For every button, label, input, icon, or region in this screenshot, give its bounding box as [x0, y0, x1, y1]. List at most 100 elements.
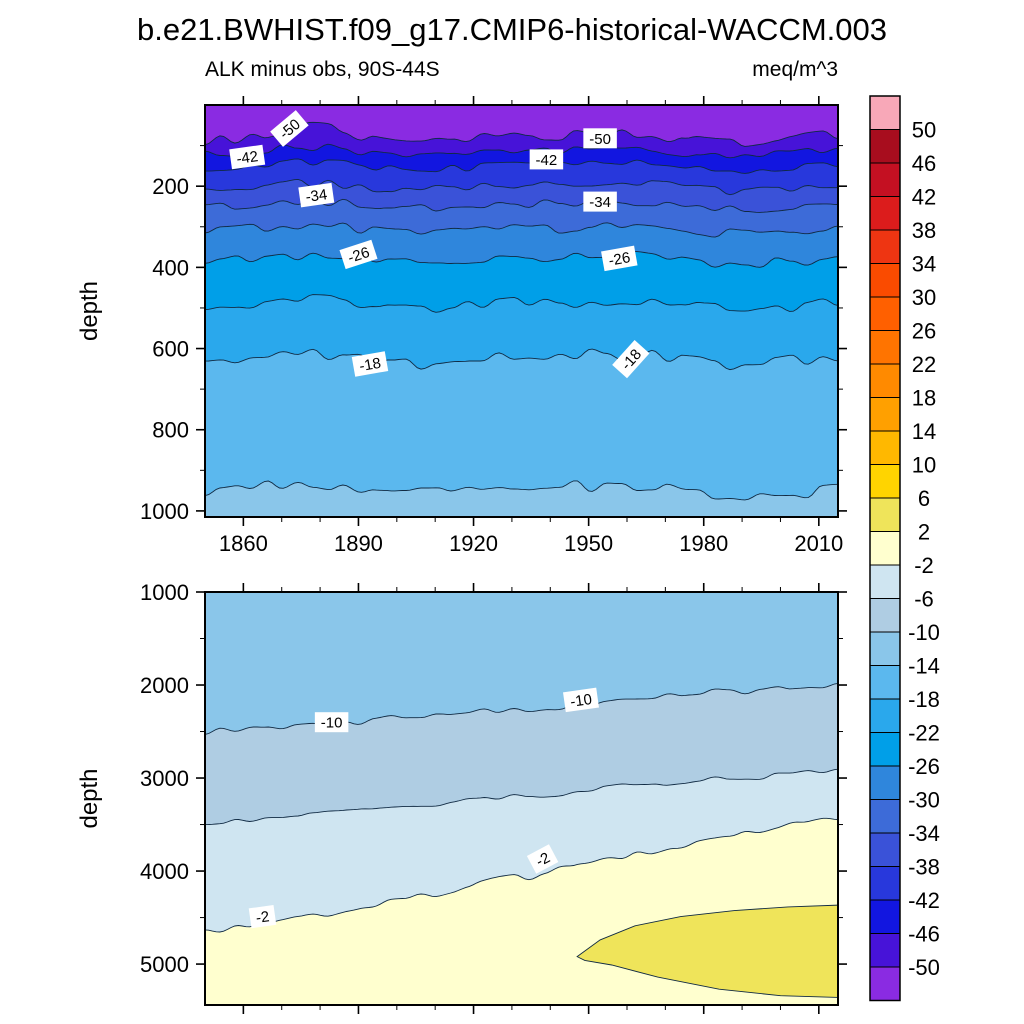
colorbar-label: -50 — [908, 955, 940, 980]
contour-band — [205, 198, 838, 238]
colorbar-label: 2 — [918, 520, 930, 545]
colorbar-cell — [869, 598, 901, 633]
svg-text:-50: -50 — [589, 131, 611, 148]
svg-text:-18: -18 — [358, 355, 382, 376]
x-tick-label: 1950 — [564, 531, 613, 556]
colorbar-cell — [869, 129, 901, 164]
colorbar-cell — [869, 732, 901, 767]
svg-text:-26: -26 — [346, 244, 372, 267]
colorbar-cell — [869, 698, 901, 733]
colorbar-cell — [869, 229, 901, 264]
colorbar-label: -22 — [908, 721, 940, 746]
colorbar-label: -10 — [908, 620, 940, 645]
colorbar-cell — [869, 397, 901, 432]
contour-band — [205, 105, 838, 147]
contour-line — [205, 348, 838, 371]
upper-axes — [196, 96, 847, 526]
y-tick-label: 1000 — [140, 499, 189, 524]
colorbar-label: 30 — [912, 285, 936, 310]
colorbar-label: -34 — [908, 821, 940, 846]
colorbar-cell — [869, 162, 901, 197]
colorbar-cell — [869, 430, 901, 465]
y-tick-label: 1000 — [140, 580, 189, 605]
colorbar-cell — [869, 765, 901, 800]
y-axis-title: depth — [76, 281, 103, 341]
contour-band — [205, 294, 838, 370]
colorbar-cell — [869, 866, 901, 901]
colorbar-cell — [869, 95, 901, 130]
colorbar-label: 42 — [912, 185, 936, 210]
contour-label: -34 — [583, 191, 617, 212]
y-tick-label: 200 — [152, 174, 189, 199]
colorbar-cell — [869, 933, 901, 968]
y-tick-label: 4000 — [140, 859, 189, 884]
colorbar-cell — [869, 631, 901, 666]
contour-label: -42 — [229, 144, 266, 170]
x-tick-label: 1890 — [334, 531, 383, 556]
colorbar-cell — [869, 296, 901, 331]
contour-label: -34 — [298, 182, 335, 208]
svg-text:-10: -10 — [569, 691, 593, 711]
x-tick-label: 1980 — [679, 531, 728, 556]
y-tick-label: 5000 — [140, 952, 189, 977]
svg-text:-34: -34 — [589, 194, 611, 211]
contour-line — [205, 251, 838, 268]
contour-line — [205, 121, 838, 147]
contour-band — [205, 179, 838, 213]
colorbar-label: 26 — [912, 319, 936, 344]
contour-label: -26 — [601, 245, 638, 272]
colorbar-cell — [869, 564, 901, 599]
contour-band — [205, 480, 838, 517]
colorbar-label: -38 — [908, 855, 940, 880]
svg-text:-26: -26 — [607, 249, 631, 270]
colorbar-label: 34 — [912, 252, 936, 277]
svg-text:-2: -2 — [255, 908, 271, 927]
contour-band — [205, 769, 838, 932]
colorbar-label: -42 — [908, 888, 940, 913]
colorbar-label: 38 — [912, 218, 936, 243]
contour-line — [205, 682, 838, 735]
contour-label: -18 — [351, 351, 389, 377]
contour-line — [205, 817, 838, 933]
svg-text:-10: -10 — [321, 715, 343, 732]
lower-axes — [196, 583, 847, 1014]
colorbar-cell — [869, 263, 901, 298]
colorbar-cell — [869, 363, 901, 398]
colorbar-label: -6 — [914, 587, 934, 612]
contour-line — [205, 480, 838, 501]
x-tick-label: 2010 — [794, 531, 843, 556]
contour-label: -2 — [248, 904, 277, 929]
contour-label: -10 — [563, 687, 599, 713]
contour-blob — [576, 904, 838, 998]
x-tick-label: 1860 — [219, 531, 268, 556]
colorbar-label: -2 — [914, 553, 934, 578]
colorbar-label: 22 — [912, 352, 936, 377]
contour-band — [205, 122, 838, 158]
colorbar-label: 18 — [912, 386, 936, 411]
colorbar-cell — [869, 966, 901, 1001]
svg-text:-34: -34 — [305, 186, 329, 206]
subtitle-units: meq/m^3 — [752, 58, 838, 81]
figure-title: b.e21.BWHIST.f09_g17.CMIP6-historical-WA… — [136, 12, 887, 47]
contour-label: -42 — [529, 149, 564, 170]
colorbar: 50 46 42 38 34 30 26 22 18 14 10 6 2 -2 -6 -10 -14 -18 -22… — [869, 95, 940, 1002]
contour-line — [205, 294, 838, 313]
colorbar-label: 50 — [912, 118, 936, 143]
colorbar-cell — [869, 899, 901, 934]
contour-band — [205, 349, 838, 500]
colorbar-label: -30 — [908, 788, 940, 813]
colorbar-cell — [869, 330, 901, 365]
upper-panel — [205, 105, 838, 517]
contour-label: -2 — [526, 844, 559, 874]
colorbar-cell — [869, 665, 901, 700]
colorbar-label: -26 — [908, 754, 940, 779]
contour-band — [205, 222, 838, 268]
contour-line — [205, 222, 838, 238]
contour-label: -50 — [583, 128, 617, 149]
y-axis-title: depth — [76, 768, 103, 828]
colorbar-label: 14 — [912, 419, 936, 444]
colorbar-label: -14 — [908, 654, 940, 679]
contour-label: -10 — [314, 712, 349, 733]
